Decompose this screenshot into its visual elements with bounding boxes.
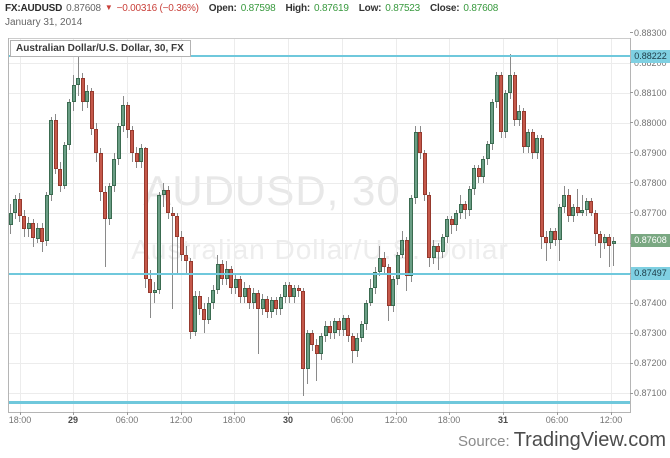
price-tick-mark (630, 302, 633, 304)
time-axis-line (8, 412, 631, 413)
price-tick-label: 0.88200 (634, 57, 667, 68)
watermark-symbol: AUDUSD, 30 (143, 167, 401, 214)
open-value: 0.87598 (240, 3, 276, 14)
price-tick-label: 0.87500 (634, 268, 667, 279)
legend-box[interactable]: Australian Dollar/U.S. Dollar, 30, FX (10, 40, 191, 57)
time-tick-label-date: 30 (282, 415, 293, 425)
price-tick-label: 0.88300 (634, 27, 667, 38)
price-tick-label: 0.87400 (634, 298, 667, 309)
date-label: January 31, 2014 (5, 17, 83, 28)
time-tick-label-date: 31 (497, 415, 508, 425)
low-value: 0.87523 (385, 3, 421, 14)
price-tick-label: 0.87900 (634, 147, 667, 158)
time-tick-mark (396, 412, 397, 415)
time-tick-mark (503, 412, 504, 415)
symbol-label[interactable]: FX:AUDUSD (5, 3, 63, 14)
price-tick-mark (630, 332, 633, 334)
time-tick-mark (234, 412, 235, 415)
price-tick-mark (630, 362, 633, 364)
time-tick-label: 12:00 (599, 415, 623, 425)
close-label: Close: (430, 3, 460, 14)
legend-text: Australian Dollar/U.S. Dollar, 30, FX (16, 43, 184, 54)
open-label: Open: (208, 3, 237, 14)
time-tick-mark (127, 412, 128, 415)
last-price-badge: 0.87608 (631, 234, 670, 248)
price-tick-mark (630, 392, 633, 394)
time-tick-label: 18:00 (8, 415, 32, 425)
time-tick-mark (20, 412, 21, 415)
high-value: 0.87619 (314, 3, 349, 14)
price-tick-label: 0.87800 (634, 177, 667, 188)
price-level-badge: 0.88222 (631, 49, 670, 63)
price-tick-label: 0.88000 (634, 117, 667, 128)
price-tick-mark (630, 182, 633, 184)
last-price-value: 0.87608 (66, 3, 101, 14)
price-tick-mark (630, 32, 633, 34)
price-tick-label: 0.87200 (634, 358, 667, 369)
price-change-value: −0.00316 (−0.36%) (116, 3, 199, 14)
time-tick-label: 06:00 (545, 415, 569, 425)
time-tick-mark (181, 412, 182, 415)
close-value: 0.87608 (463, 3, 499, 14)
price-tick-mark (630, 62, 633, 64)
price-tick-label: 0.87300 (634, 328, 667, 339)
watermark-instrument-name: Australian Dollar/U.S. Dollar (131, 234, 509, 265)
price-tick-label: 0.88100 (634, 87, 667, 98)
price-tick-mark (630, 122, 633, 124)
time-tick-mark (449, 412, 450, 415)
time-tick-label: 18:00 (222, 415, 246, 425)
time-tick-label: 06:00 (115, 415, 139, 425)
low-label: Low: (358, 3, 382, 14)
price-tick-label: 0.87100 (634, 388, 667, 399)
chart-plot-area[interactable] (8, 38, 630, 412)
time-tick-label: 18:00 (437, 415, 461, 425)
tradingview-brand-link[interactable]: TradingView.com (513, 429, 666, 451)
high-label: High: (285, 3, 310, 14)
time-tick-label-date: 29 (67, 415, 78, 425)
price-tick-mark (630, 272, 633, 274)
price-tick-label: 0.87600 (634, 238, 667, 248)
time-tick-mark (342, 412, 343, 415)
time-tick-label: 12:00 (169, 415, 193, 425)
price-tick-mark (630, 152, 633, 154)
time-tick-label: 12:00 (384, 415, 408, 425)
price-tick-mark (630, 212, 633, 214)
price-axis-line (630, 38, 631, 412)
price-tick-mark (630, 92, 633, 94)
price-level-badge: 0.87497 (631, 267, 670, 281)
time-tick-label: 06:00 (330, 415, 354, 425)
price-tick-mark (630, 242, 633, 244)
time-tick-mark (611, 412, 612, 415)
chart-header: FX:AUDUSD 0.87608 ▼ −0.00316 (−0.36%) Op… (5, 3, 498, 16)
source-label: Source: (458, 433, 510, 450)
time-tick-mark (288, 412, 289, 415)
time-tick-mark (557, 412, 558, 415)
time-tick-mark (73, 412, 74, 415)
price-tick-label: 0.87700 (634, 207, 667, 218)
source-attribution: Source: TradingView.com (458, 429, 666, 452)
price-down-arrow-icon: ▼ (104, 3, 113, 12)
